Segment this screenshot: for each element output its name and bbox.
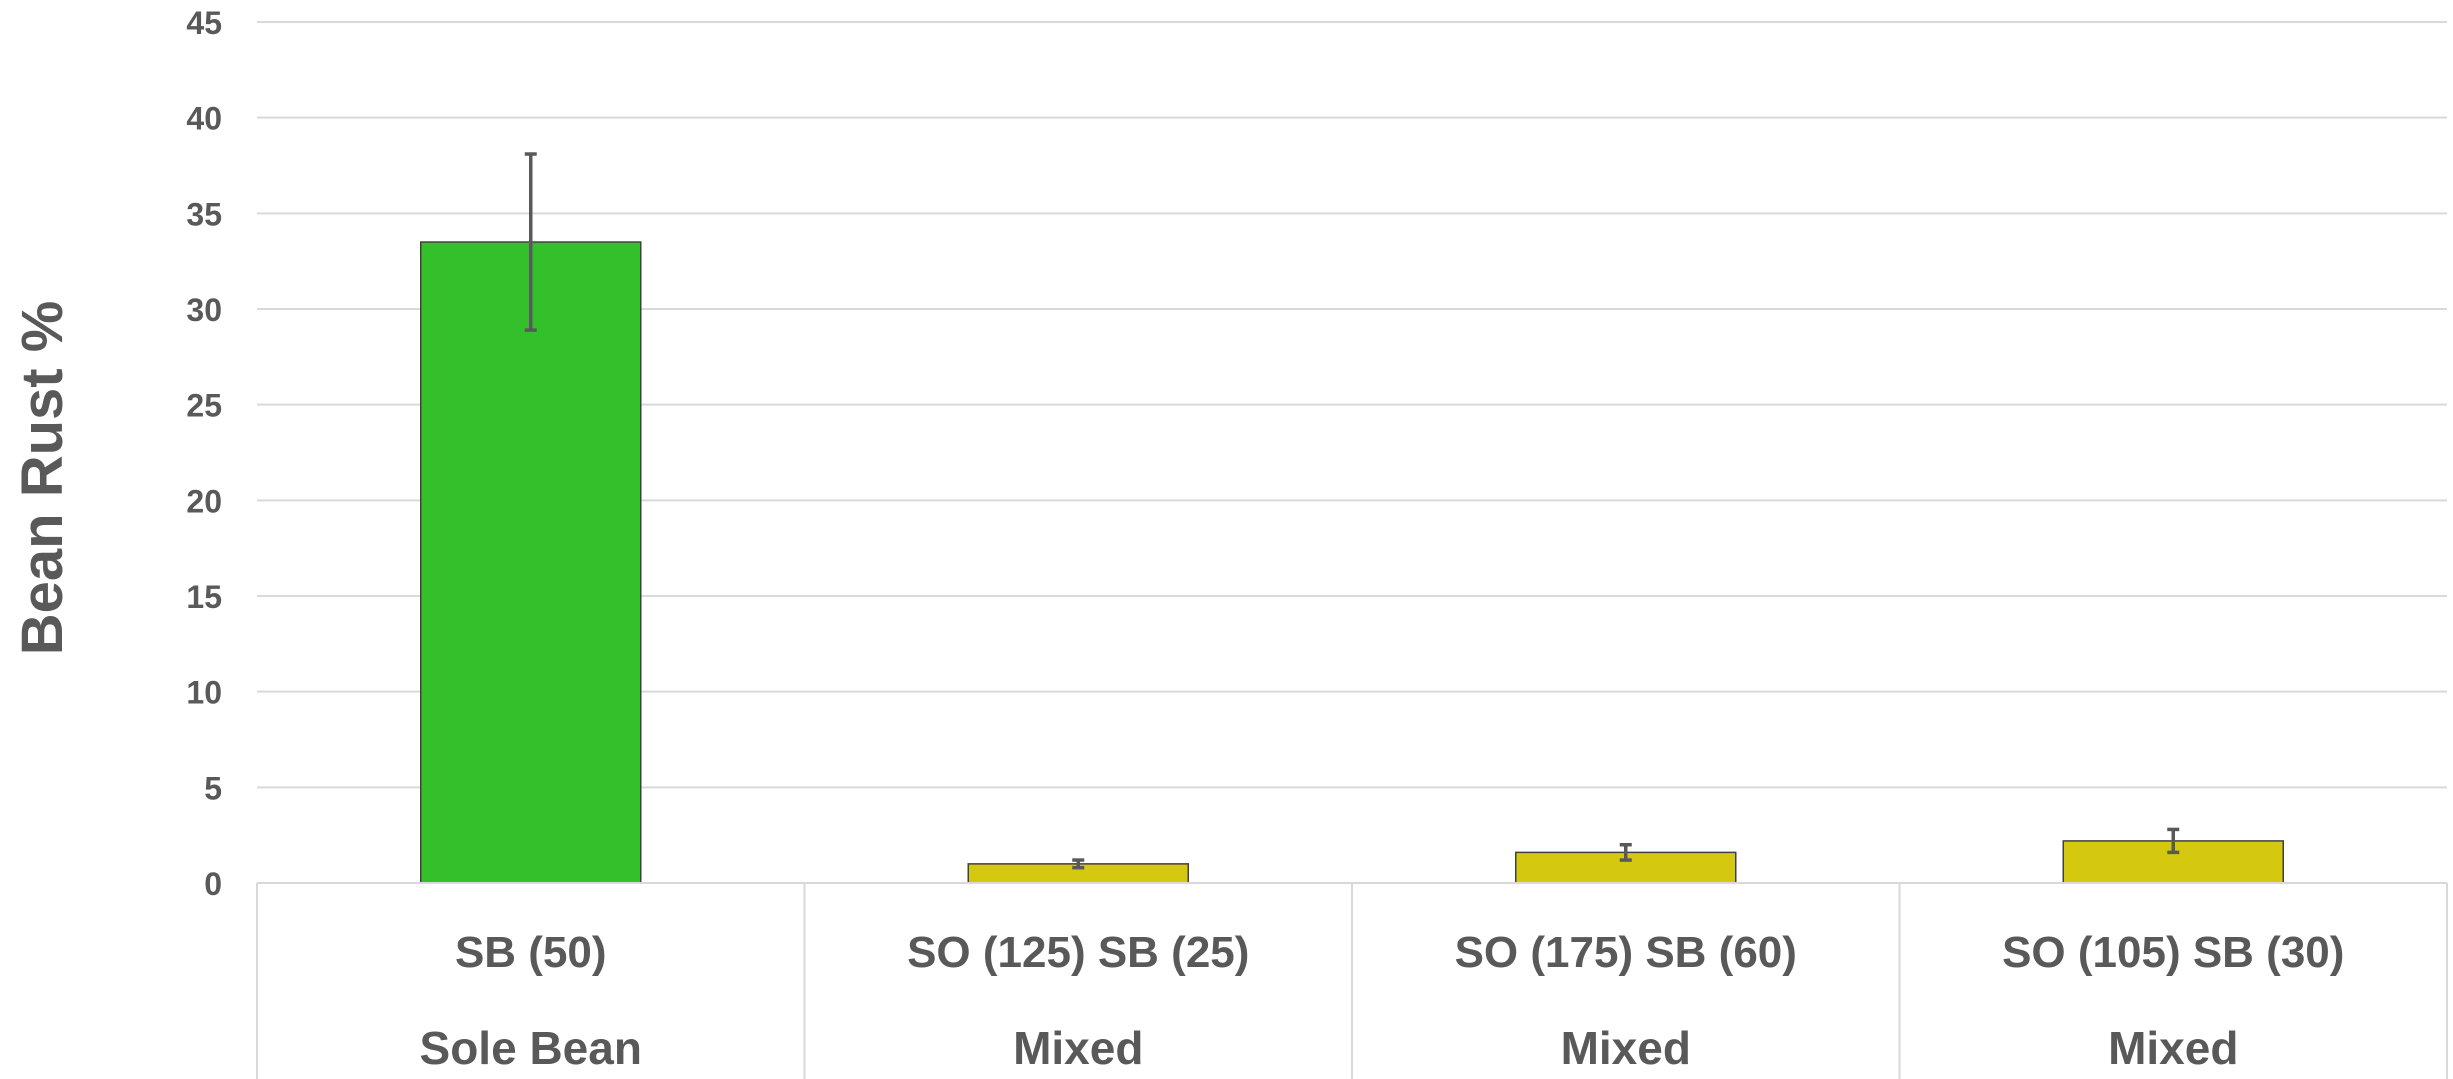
y-axis-ticks: 0 5 10 15 20 25 30 35 40 45 <box>186 5 222 902</box>
error-bars <box>525 154 2180 868</box>
x-group-label: Sole Bean <box>420 1022 642 1074</box>
y-tick-label: 40 <box>186 101 222 137</box>
y-axis-title: Bean Rust % <box>10 301 75 656</box>
y-tick-label: 45 <box>186 5 222 41</box>
y-tick-label: 5 <box>204 770 222 806</box>
x-category-label: SB (50) <box>455 928 607 977</box>
y-tick-label: 15 <box>186 579 222 615</box>
y-tick-label: 0 <box>204 866 222 902</box>
y-tick-label: 10 <box>186 675 222 711</box>
x-category-label: SO (125) SB (25) <box>907 928 1249 977</box>
bar <box>421 242 641 883</box>
y-tick-label: 25 <box>186 388 222 424</box>
x-axis: SB (50) Sole Bean SO (125) SB (25) Mixed SO … <box>257 883 2447 1079</box>
y-tick-label: 35 <box>186 196 222 232</box>
x-group-label: Mixed <box>2108 1022 2238 1074</box>
y-tick-label: 20 <box>186 483 222 519</box>
x-category-label: SO (105) SB (30) <box>2002 928 2344 977</box>
x-group-label: Mixed <box>1013 1022 1143 1074</box>
y-tick-label: 30 <box>186 292 222 328</box>
x-category-label: SO (175) SB (60) <box>1455 928 1797 977</box>
x-group-label: Mixed <box>1561 1022 1691 1074</box>
